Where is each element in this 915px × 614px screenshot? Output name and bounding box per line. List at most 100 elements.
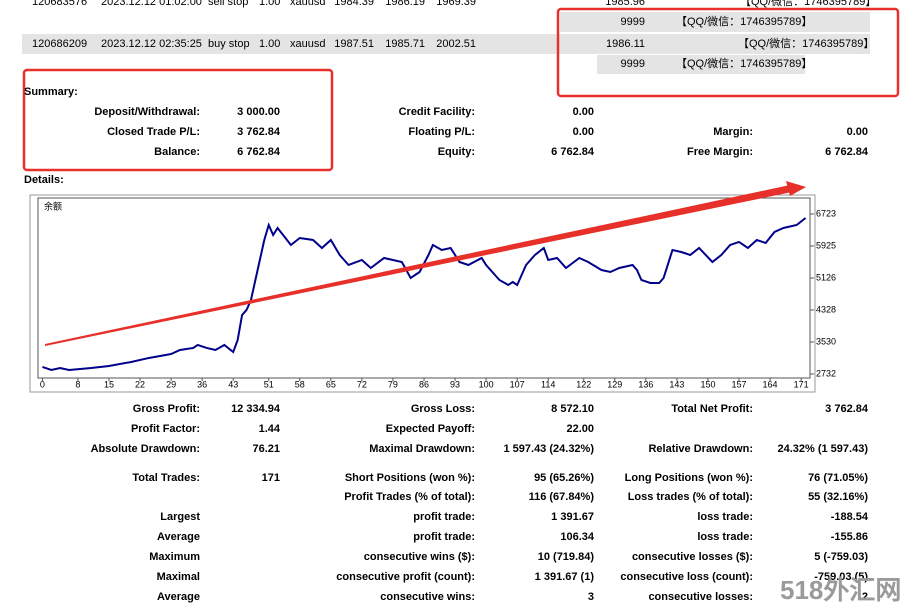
summary-value: 6 762.84 bbox=[825, 146, 868, 158]
stat-label: loss trade: bbox=[697, 531, 753, 543]
x-tick-label: 114 bbox=[541, 379, 555, 389]
order-size: 1.00 bbox=[259, 0, 281, 8]
stat-label: consecutive profit (count): bbox=[336, 571, 475, 583]
summary-label: Balance: bbox=[154, 146, 200, 158]
order-ticket: 120686209 bbox=[32, 38, 88, 50]
x-tick-label: 100 bbox=[479, 379, 494, 389]
stat-label: Profit Factor: bbox=[130, 423, 200, 435]
order-size: 1.00 bbox=[259, 38, 281, 50]
order-sl: 1986.19 bbox=[385, 0, 425, 8]
y-tick-label: 6723 bbox=[816, 208, 836, 218]
order-tp: 2002.51 bbox=[436, 38, 476, 50]
x-tick-label: 8 bbox=[75, 379, 80, 389]
x-tick-label: 29 bbox=[166, 379, 176, 389]
stat-value: 10 (719.84) bbox=[537, 551, 594, 563]
stat-label: Total Trades: bbox=[132, 472, 200, 484]
x-tick-label: 36 bbox=[197, 379, 207, 389]
order-price: 1987.51 bbox=[334, 38, 374, 50]
stat-label: profit trade: bbox=[413, 511, 475, 523]
stat-label: Relative Drawdown: bbox=[648, 443, 753, 455]
x-tick-label: 164 bbox=[763, 379, 778, 389]
stat-label: loss trade: bbox=[697, 511, 753, 523]
x-tick-label: 122 bbox=[576, 379, 591, 389]
order-comment: 【QQ/微信：1746395789】 bbox=[738, 38, 875, 50]
stat-value: 3 bbox=[587, 591, 594, 603]
order-ticket: 120683576 bbox=[32, 0, 88, 8]
order-symbol: xauusd bbox=[290, 38, 326, 50]
order-comment: 【QQ/微信：1746395789】 bbox=[676, 58, 813, 70]
y-tick-label: 5126 bbox=[816, 272, 836, 282]
order-value: 9999 bbox=[620, 16, 645, 28]
stat-label: Absolute Drawdown: bbox=[90, 443, 200, 455]
x-tick-label: 157 bbox=[731, 379, 746, 389]
order-type: sell stop bbox=[208, 0, 249, 8]
highlight-box bbox=[556, 7, 900, 98]
summary-value: 6 762.84 bbox=[551, 146, 594, 158]
row-bg bbox=[22, 34, 870, 54]
x-tick-label: 150 bbox=[700, 379, 715, 389]
stat-label: profit trade: bbox=[413, 531, 475, 543]
x-tick-label: 22 bbox=[135, 379, 145, 389]
order-time: 2023.12.12 02:35:25 bbox=[101, 38, 202, 50]
section-title: Summary: bbox=[24, 86, 78, 98]
order-value: 9999 bbox=[620, 58, 645, 70]
x-tick-label: 51 bbox=[264, 379, 274, 389]
stat-value: 76 (71.05%) bbox=[808, 472, 868, 484]
x-tick-label: 72 bbox=[357, 379, 367, 389]
chart-title: 余额 bbox=[44, 200, 62, 211]
summary-label: Closed Trade P/L: bbox=[107, 126, 200, 138]
order-tp: 1969.39 bbox=[436, 0, 476, 8]
stat-value: 76.21 bbox=[252, 443, 280, 455]
x-tick-label: 65 bbox=[326, 379, 336, 389]
x-tick-label: 58 bbox=[295, 379, 305, 389]
stat-value: 8 572.10 bbox=[551, 403, 594, 415]
stat-label: consecutive wins: bbox=[380, 591, 475, 603]
plot-area bbox=[37, 197, 811, 379]
stat-value: 1 597.43 (24.32%) bbox=[503, 443, 594, 455]
stat-label: consecutive losses ($): bbox=[631, 551, 753, 563]
x-tick-label: 93 bbox=[450, 379, 460, 389]
order-value: 1985.96 bbox=[605, 0, 645, 8]
y-tick-label: 4328 bbox=[816, 304, 836, 314]
stat-value: 2 bbox=[861, 591, 868, 603]
summary-label: Free Margin: bbox=[686, 146, 753, 158]
y-tick-label: 2732 bbox=[816, 368, 836, 378]
order-sl: 1985.71 bbox=[385, 38, 425, 50]
summary-label: Floating P/L: bbox=[408, 126, 475, 138]
stat-value: 106.34 bbox=[560, 531, 594, 543]
stat-value: 5 (-759.03) bbox=[814, 551, 868, 563]
summary-value: 3 000.00 bbox=[237, 106, 280, 118]
order-symbol: xauusd bbox=[290, 0, 326, 8]
watermark: 518外汇网 bbox=[780, 575, 902, 605]
section-title: Details: bbox=[24, 174, 64, 186]
stat-label: Expected Payoff: bbox=[385, 423, 475, 435]
summary-label: Equity: bbox=[437, 146, 475, 158]
stat-value: -155.86 bbox=[830, 531, 868, 543]
summary-value: 0.00 bbox=[572, 126, 594, 138]
row-bg bbox=[597, 55, 805, 74]
stat-label: Maximal Drawdown: bbox=[369, 443, 475, 455]
order-time: 2023.12.12 01:02:00 bbox=[101, 0, 202, 8]
stat-label: Gross Loss: bbox=[410, 403, 475, 415]
stat-value: 95 (65.26%) bbox=[534, 472, 594, 484]
row-bg bbox=[560, 12, 870, 32]
order-value: 1986.11 bbox=[606, 38, 645, 50]
x-tick-label: 136 bbox=[638, 379, 653, 389]
annotation-arrow bbox=[45, 185, 792, 346]
stat-value: 24.32% (1 597.43) bbox=[777, 443, 868, 455]
highlight-box bbox=[22, 68, 334, 172]
x-tick-label: 143 bbox=[669, 379, 684, 389]
stat-label: consecutive wins ($): bbox=[363, 551, 475, 563]
summary-value: 3 762.84 bbox=[237, 126, 280, 138]
x-tick-label: 171 bbox=[794, 379, 809, 389]
x-tick-label: 43 bbox=[228, 379, 238, 389]
summary-label: Margin: bbox=[713, 126, 753, 138]
stat-label: Gross Profit: bbox=[132, 403, 200, 415]
stat-value: 55 (32.16%) bbox=[808, 491, 868, 503]
stat-label: Average bbox=[156, 531, 200, 543]
stat-label: Long Positions (won %): bbox=[624, 472, 753, 484]
stat-label: consecutive loss (count): bbox=[620, 571, 753, 583]
stat-value: -759.03 (5) bbox=[814, 571, 868, 583]
stat-label: consecutive losses: bbox=[648, 591, 753, 603]
